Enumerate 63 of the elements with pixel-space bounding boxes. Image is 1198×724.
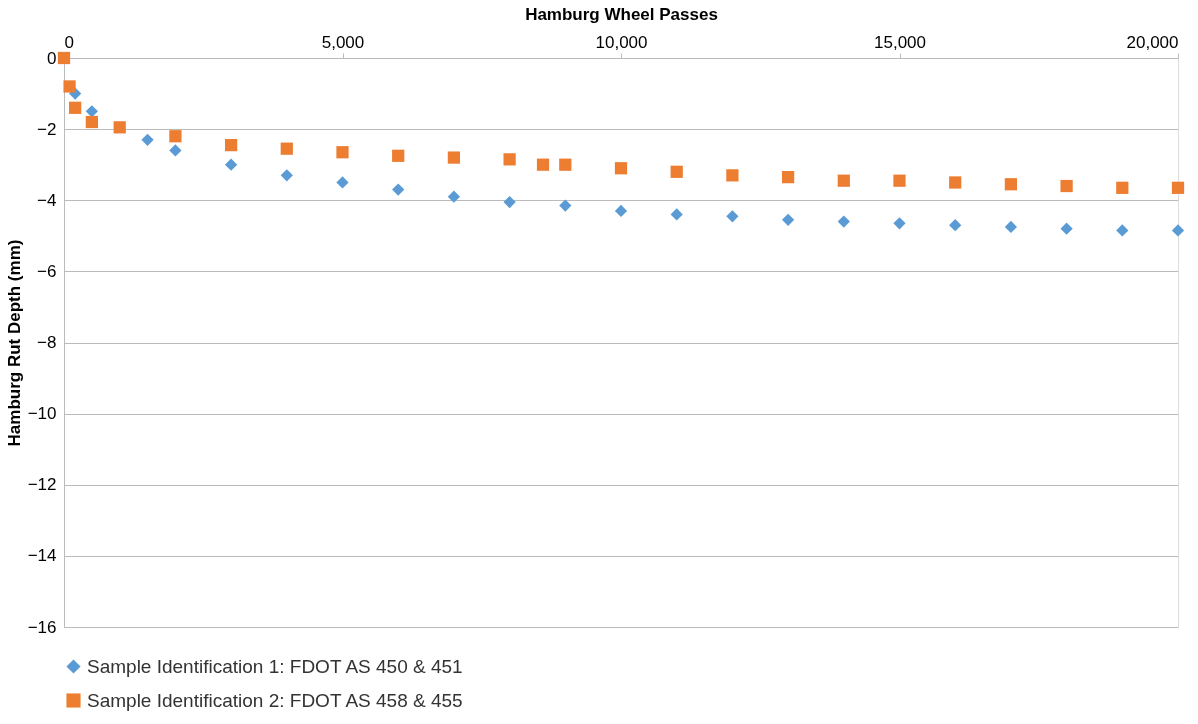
point	[1116, 224, 1129, 237]
point	[141, 133, 154, 146]
point	[670, 208, 683, 221]
y-tick-label: −10	[27, 404, 57, 424]
y-tick-label: −6	[37, 261, 57, 281]
point	[1171, 224, 1185, 237]
x-axis-title: Hamburg Wheel Passes	[525, 4, 718, 24]
point	[280, 169, 293, 182]
y-axis-title: Hamburg Rut Depth (mm)	[4, 239, 24, 447]
x-tick-label: 10,000	[595, 32, 648, 52]
point	[392, 149, 405, 162]
y-tick-label: −8	[37, 333, 57, 352]
point	[949, 176, 962, 189]
point	[503, 195, 516, 209]
x-tick-label: 5,000	[321, 32, 365, 52]
point	[1060, 179, 1073, 193]
point	[224, 158, 238, 171]
point	[1116, 181, 1129, 194]
point	[559, 199, 572, 212]
legend-label: Sample Identification 1: FDOT AS 450 & 451	[87, 655, 463, 677]
point	[392, 183, 405, 196]
y-tick-label: −4	[37, 190, 57, 210]
point	[670, 165, 683, 178]
point	[63, 80, 76, 93]
y-tick-label: −16	[27, 617, 57, 637]
point	[893, 174, 906, 187]
point	[447, 151, 461, 164]
point	[837, 174, 850, 187]
point	[169, 130, 182, 143]
point	[536, 158, 550, 171]
point	[837, 215, 850, 228]
x-tick-label: 20,000	[1126, 32, 1179, 52]
point	[503, 153, 516, 166]
point	[726, 210, 739, 223]
point	[447, 190, 461, 203]
point	[781, 171, 795, 184]
x-tick-label: 0	[64, 32, 74, 52]
point	[614, 204, 628, 218]
point	[726, 169, 739, 182]
point	[1004, 220, 1018, 234]
x-tick-label: 15,000	[874, 32, 926, 52]
point	[57, 51, 71, 65]
point	[949, 219, 962, 232]
point	[893, 217, 906, 230]
point	[69, 101, 82, 114]
point	[559, 158, 572, 171]
point	[280, 142, 293, 155]
legend-label: Sample Identification 2: FDOT AS 458 & 455	[87, 689, 463, 711]
point	[336, 146, 349, 159]
point	[1060, 222, 1073, 235]
point	[85, 115, 98, 129]
y-tick-label: −14	[27, 546, 57, 566]
point	[336, 176, 349, 189]
point	[1171, 181, 1185, 194]
point	[781, 213, 795, 226]
y-tick-label: −12	[27, 475, 57, 495]
point	[614, 162, 628, 175]
y-tick-label: 0	[47, 48, 57, 68]
point	[113, 121, 126, 134]
y-tick-label: −2	[37, 119, 57, 139]
point	[169, 144, 182, 157]
point	[1004, 178, 1018, 191]
point	[224, 139, 238, 152]
